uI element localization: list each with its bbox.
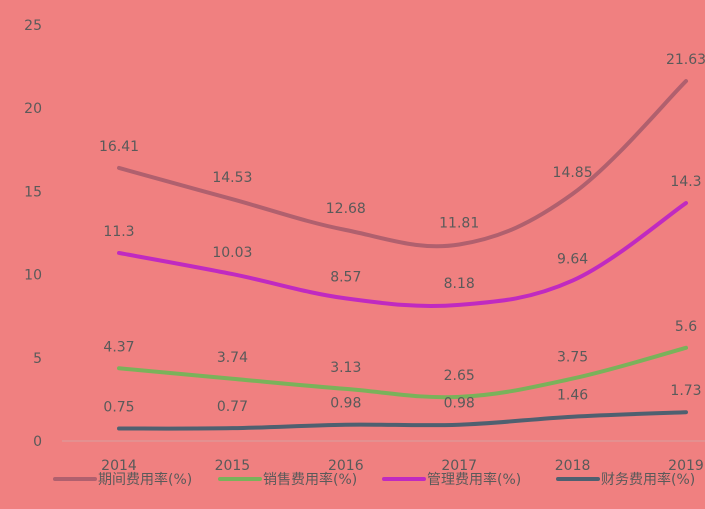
data-label: 1.46 <box>557 388 588 404</box>
data-label: 9.64 <box>557 252 588 268</box>
chart-plot-area: 16.41 14.53 12.68 11.81 14.85 21.63 4.37 3.74 3.… <box>99 52 705 431</box>
data-label: 3.75 <box>557 350 588 366</box>
x-tick-label: 2018 <box>555 458 591 474</box>
y-tick-label: 15 <box>24 184 42 200</box>
y-tick-label: 20 <box>24 101 42 117</box>
data-label: 1.73 <box>670 383 701 399</box>
data-label: 4.37 <box>103 339 134 355</box>
legend-item-label: 期间费用率(%) <box>98 471 192 488</box>
data-label: 14.3 <box>670 174 701 190</box>
legend-item-label: 销售费用率(%) <box>263 471 357 488</box>
y-tick-label: 25 <box>24 18 42 34</box>
x-tick-label: 2015 <box>215 458 251 474</box>
y-tick-label: 5 <box>33 351 42 367</box>
x-tick-label: 2017 <box>441 458 477 474</box>
data-label: 14.53 <box>212 170 252 186</box>
legend-item-label: 财务费用率(%) <box>601 471 695 488</box>
data-label: 14.85 <box>553 165 593 181</box>
x-tick-label: 2016 <box>328 458 364 474</box>
data-label: 11.81 <box>439 215 479 231</box>
data-label: 12.68 <box>326 201 366 217</box>
series-line <box>117 345 688 400</box>
data-label: 0.77 <box>217 399 248 415</box>
series-line <box>117 410 688 431</box>
data-label: 0.98 <box>444 396 475 412</box>
data-label: 21.63 <box>666 52 705 68</box>
data-label: 16.41 <box>99 139 139 155</box>
data-label: 0.75 <box>103 400 134 416</box>
x-tick-label: 2014 <box>101 458 137 474</box>
y-tick-label: 10 <box>24 268 42 284</box>
series-line <box>117 201 688 308</box>
data-label: 3.13 <box>330 360 361 376</box>
series-line <box>117 79 688 249</box>
data-label: 2.65 <box>444 368 475 384</box>
legend-item-label: 管理费用率(%) <box>427 471 521 488</box>
x-tick-label: 2019 <box>668 458 704 474</box>
data-label: 8.18 <box>444 276 475 292</box>
data-label: 5.6 <box>675 319 697 335</box>
data-label: 3.74 <box>217 350 248 366</box>
data-label: 0.98 <box>330 396 361 412</box>
chart-axes: 0 5 10 15 20 25 2014 2015 2016 2017 2018 2019 <box>24 18 705 474</box>
data-label: 11.3 <box>103 224 134 240</box>
data-label: 8.57 <box>330 269 361 285</box>
chart-legend: 期间费用率(%) 销售费用率(%) 管理费用率(%) 财务费用率(%) <box>53 471 695 488</box>
data-label: 10.03 <box>212 245 252 261</box>
y-tick-label: 0 <box>33 434 42 450</box>
